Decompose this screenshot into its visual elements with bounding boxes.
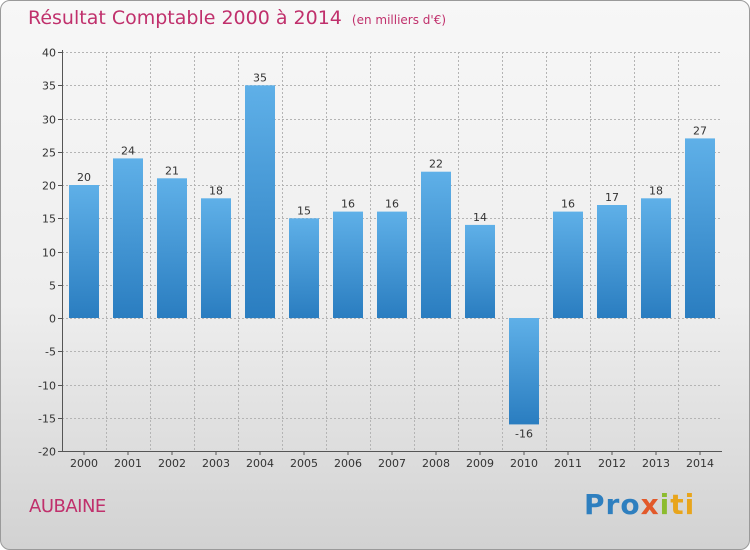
- y-tick-label: 30: [42, 114, 56, 127]
- bar: [289, 218, 319, 319]
- bar: [377, 211, 407, 318]
- x-tick-label: 2006: [334, 457, 362, 470]
- y-tick-label: 35: [42, 80, 56, 93]
- data-label: 17: [605, 191, 619, 204]
- bar: [465, 224, 495, 318]
- x-tick-label: 2014: [686, 457, 714, 470]
- y-tick-label: 5: [49, 280, 56, 293]
- bar: [333, 211, 363, 318]
- chart-subtitle: (en milliers d'€): [351, 13, 447, 27]
- bar: [157, 178, 187, 318]
- logo-part: Pro: [584, 488, 641, 521]
- proxiti-logo: Proxiti: [584, 488, 695, 521]
- x-tick-label: 2001: [114, 457, 142, 470]
- y-tick-label: 20: [42, 180, 56, 193]
- logo-part: ti: [670, 488, 696, 521]
- data-label: 16: [561, 198, 575, 211]
- bar: [553, 211, 583, 318]
- bars: [69, 85, 715, 425]
- axes: 40 35 30 25 20 15 10 5 0 -5 -10 -15 -20 2000 2001 2002 2…: [38, 47, 722, 470]
- y-tick-label: 40: [42, 47, 56, 60]
- x-tick-label: 2007: [378, 457, 406, 470]
- x-tick-label: 2010: [510, 457, 538, 470]
- x-tick-label: 2002: [158, 457, 186, 470]
- y-tick-label: 15: [42, 213, 56, 226]
- chart-title: Résultat Comptable 2000 à 2014 (en millie…: [28, 7, 446, 29]
- x-tick-label: 2000: [70, 457, 98, 470]
- y-tick-label: -15: [38, 413, 56, 426]
- data-label: 22: [429, 158, 443, 171]
- bar: [245, 85, 275, 319]
- data-label: 21: [165, 164, 179, 177]
- commune-name: AUBAINE: [29, 496, 106, 517]
- data-label: -16: [515, 427, 533, 440]
- y-tick-label: 0: [49, 313, 56, 326]
- chart-title-text: Résultat Comptable 2000 à 2014: [28, 7, 342, 29]
- x-tick-label: 2008: [422, 457, 450, 470]
- x-tick-label: 2011: [554, 457, 582, 470]
- x-tick-label: 2009: [466, 457, 494, 470]
- bar: [201, 198, 231, 318]
- bar: [113, 158, 143, 318]
- bar: [597, 205, 627, 318]
- x-tick-label: 2003: [202, 457, 230, 470]
- data-label: 14: [473, 211, 487, 224]
- logo-part: x: [640, 488, 660, 521]
- data-label: 27: [693, 124, 707, 137]
- x-tick-label: 2004: [246, 457, 274, 470]
- bar: [509, 318, 539, 425]
- logo-part: i: [659, 488, 671, 521]
- bar: [69, 185, 99, 318]
- data-label: 18: [209, 184, 223, 197]
- y-tick-label: -20: [38, 446, 56, 459]
- data-label: 18: [649, 184, 663, 197]
- x-tick-label: 2012: [598, 457, 626, 470]
- data-label: 15: [297, 204, 311, 217]
- data-label: 20: [77, 171, 91, 184]
- y-tick-label: 25: [42, 147, 56, 160]
- data-label: 16: [341, 198, 355, 211]
- data-labels: 20 24 21 18 35 15 16 16 22 14 -16 16 17 18 27: [77, 71, 707, 440]
- bar: [685, 138, 715, 318]
- data-label: 16: [385, 198, 399, 211]
- y-tick-label: -10: [38, 380, 56, 393]
- x-tick-label: 2013: [642, 457, 670, 470]
- bar: [641, 198, 671, 318]
- bar: [421, 171, 451, 318]
- x-tick-label: 2005: [290, 457, 318, 470]
- y-tick-label: -5: [45, 346, 56, 359]
- data-label: 24: [121, 144, 135, 157]
- y-tick-label: 10: [42, 247, 56, 260]
- data-label: 35: [253, 71, 267, 84]
